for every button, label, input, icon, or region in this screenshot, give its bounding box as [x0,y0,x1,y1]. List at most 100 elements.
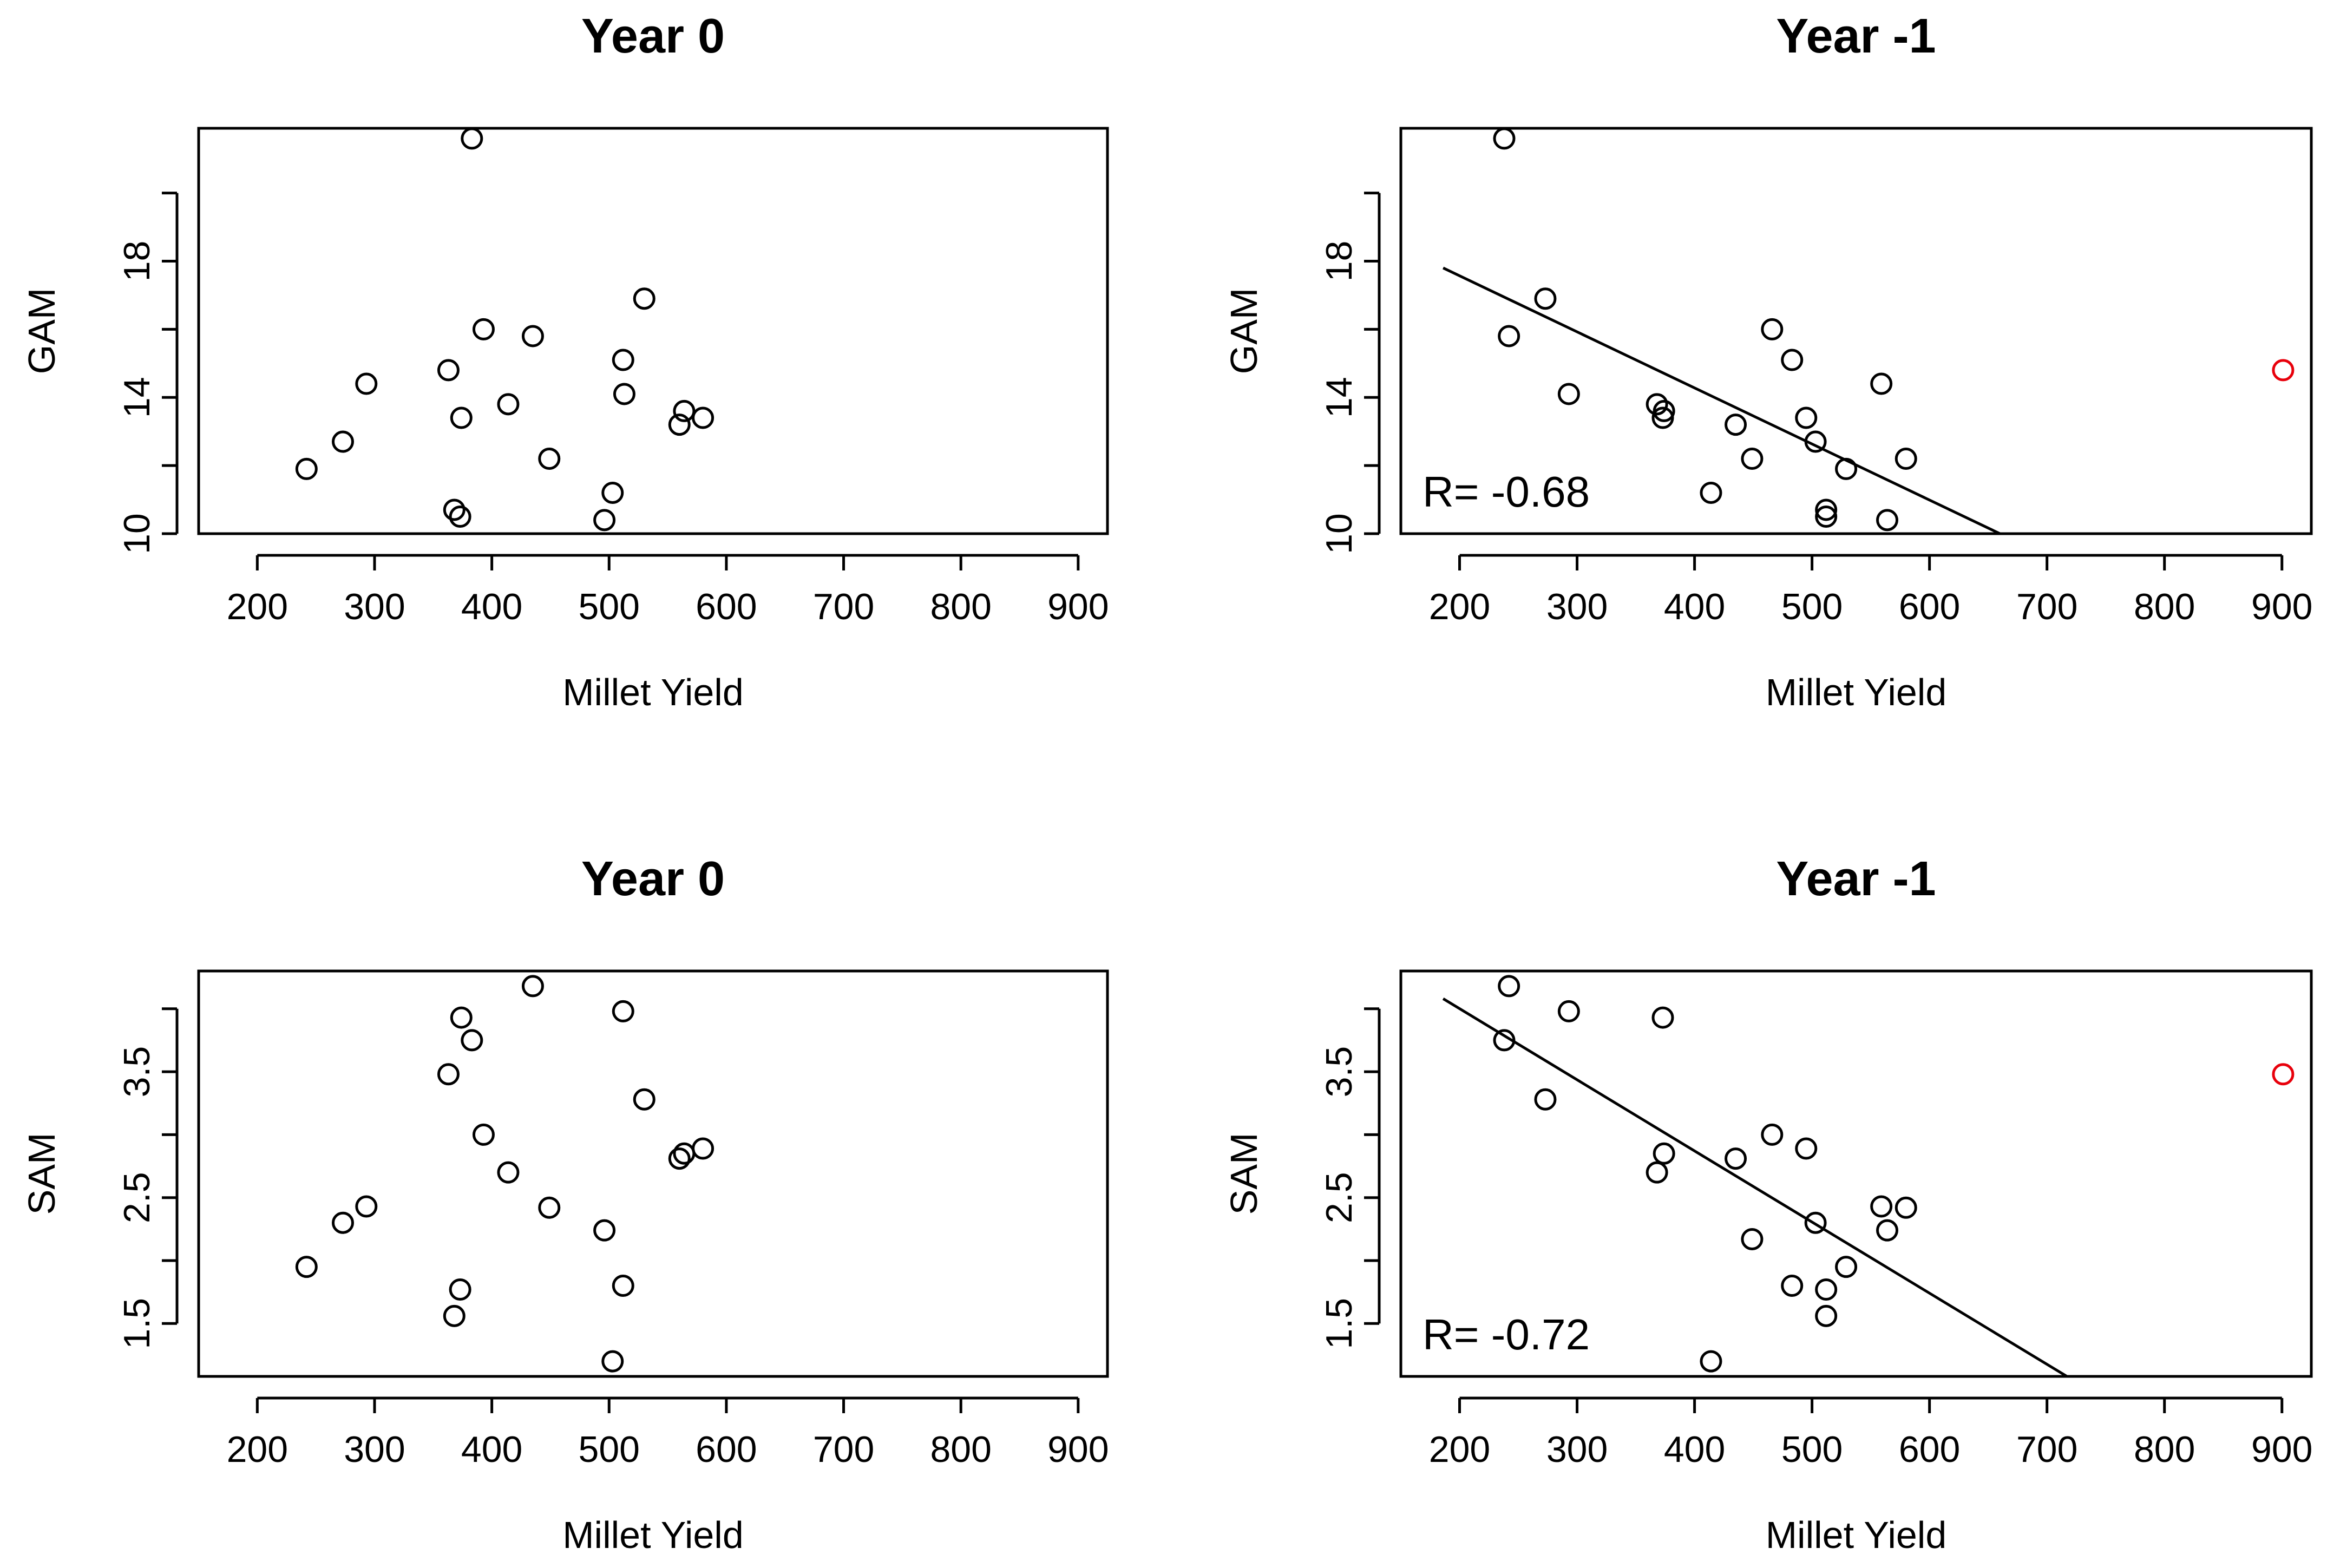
data-point [461,1029,483,1052]
data-point [673,1142,696,1165]
x-tick-label: 500 [579,1429,640,1470]
data-point [1651,1006,1674,1029]
data-point [593,1219,616,1242]
y-tick-label: 2.5 [1319,1172,1360,1223]
y-tick-label: 1.5 [116,1298,158,1349]
data-point [633,287,656,310]
y-axis-label: GAM [21,288,63,374]
x-tick-label: 800 [930,1429,991,1470]
data-point [437,1063,460,1086]
data-point [1557,1000,1580,1022]
data-point [1700,481,1722,504]
chart-panel-2: Year -1 200 300 400 500 600 700 800 900 Millet Yi… [1223,9,2313,713]
data-point [692,406,715,429]
data-point [1498,975,1520,998]
data-point [692,1137,715,1160]
data-point [1835,1256,1858,1278]
y-tick-label: 1.5 [1319,1298,1360,1349]
x-tick-label: 500 [1781,1429,1843,1470]
data-point [1815,1278,1838,1301]
data-point [295,457,318,480]
data-point [1534,287,1557,310]
data-point [1725,1147,1747,1170]
data-point [1761,318,1784,340]
chart-panel-3: Year 0 200 300 400 500 600 700 800 900 Millet Yie… [21,852,1109,1556]
y-tick-label: 14 [116,377,158,418]
x-axis-label: Millet Yield [562,1514,744,1556]
data-point [1725,414,1747,436]
data-point [668,1147,691,1170]
x-tick-label: 400 [1664,586,1725,627]
data-point [331,1211,354,1234]
x-tick-label: 500 [1781,586,1843,627]
data-point [612,1000,634,1022]
data-point [1651,406,1674,429]
data-point [437,359,460,382]
data-point [472,1123,495,1146]
data-point [668,414,691,436]
data-point [331,430,354,453]
regression-line [1443,266,2001,535]
data-point [1795,406,1818,429]
data-point [1795,1137,1818,1160]
y-axis-label: SAM [1223,1133,1265,1215]
data-point [521,325,544,347]
data-point [1815,498,1838,521]
x-tick-label: 800 [930,586,991,627]
data-point [1557,383,1580,405]
x-tick-label: 700 [813,1429,874,1470]
plot-frame [1399,969,2313,1378]
x-tick-label: 200 [1429,586,1490,627]
data-point [1646,393,1668,416]
x-tick-label: 500 [579,586,640,627]
data-point [1815,506,1838,528]
data-point [613,383,635,405]
data-point [1804,430,1827,453]
x-tick-label: 600 [696,1429,757,1470]
data-point [1876,1219,1899,1242]
x-tick-label: 200 [1429,1429,1490,1470]
data-point [1498,325,1520,347]
chart-title: Year 0 [581,9,725,63]
x-tick-label: 700 [2016,1429,2077,1470]
y-tick-label: 18 [116,241,158,282]
data-point [1493,1029,1516,1052]
chart-title: Year -1 [1776,9,1936,63]
data-point [355,1195,378,1218]
y-tick-label: 14 [1319,377,1360,418]
x-tick-label: 400 [1664,1429,1725,1470]
x-tick-label: 200 [227,1429,288,1470]
data-point [450,1006,473,1029]
data-point [1493,127,1516,150]
data-point [1700,1350,1722,1373]
outlier-point [2272,359,2295,382]
chart-title: Year -1 [1776,852,1936,906]
x-tick-label: 700 [2016,586,2077,627]
x-tick-label: 300 [1546,586,1608,627]
data-point [1653,1142,1675,1165]
x-tick-label: 200 [227,586,288,627]
data-point [612,349,634,371]
x-tick-label: 900 [1047,586,1109,627]
data-point [449,1278,471,1301]
x-tick-label: 400 [461,1429,522,1470]
data-point [497,1161,520,1184]
outlier-point [2272,1063,2295,1086]
data-point [601,481,624,504]
data-point [461,127,483,150]
correlation-label: R= -0.72 [1423,1310,1590,1359]
data-point [1870,372,1893,395]
data-point [673,399,696,422]
x-tick-label: 900 [2251,1429,2312,1470]
x-tick-label: 300 [344,586,405,627]
data-point [1781,349,1804,371]
data-point [449,506,471,528]
plot-frame [1399,127,2313,535]
x-tick-label: 800 [2134,586,2195,627]
data-point [1876,509,1899,532]
x-tick-label: 600 [1899,586,1960,627]
y-axis-label: GAM [1223,288,1265,374]
chart-panel-1: Year 0 200 300 400 500 600 700 800 900 Millet Yie… [21,9,1109,713]
data-point [472,318,495,340]
